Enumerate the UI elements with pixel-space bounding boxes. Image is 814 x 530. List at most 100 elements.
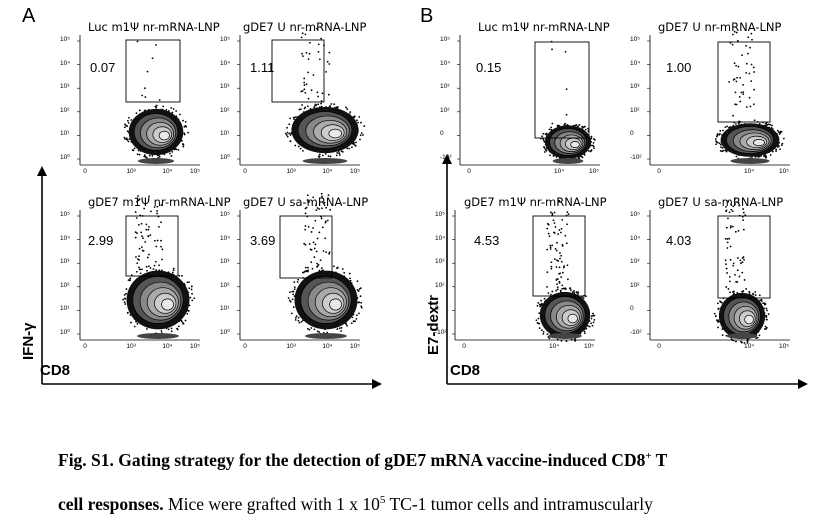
event-dot bbox=[353, 141, 355, 144]
event-dot bbox=[581, 156, 584, 159]
event-dot bbox=[758, 155, 760, 158]
event-dot bbox=[725, 150, 728, 153]
event-dot bbox=[731, 210, 734, 213]
event-dot bbox=[323, 201, 326, 204]
event-dot bbox=[314, 204, 317, 207]
x-tick-label: 10⁴ bbox=[162, 343, 173, 350]
plot-title-a4: gDE7 U sa-mRNA-LNP bbox=[243, 195, 369, 209]
event-dot bbox=[149, 234, 152, 237]
event-dot bbox=[135, 256, 137, 258]
event-dot bbox=[320, 37, 322, 40]
event-dot bbox=[156, 210, 158, 212]
event-dot bbox=[553, 258, 556, 261]
event-dot bbox=[289, 134, 292, 136]
event-dot bbox=[583, 125, 586, 128]
event-dot bbox=[327, 93, 330, 96]
y-tick-label: -10² bbox=[440, 154, 452, 161]
event-dot bbox=[557, 260, 560, 262]
event-dot bbox=[316, 27, 318, 30]
flow-plot-a4 bbox=[237, 192, 363, 341]
event-dot bbox=[297, 145, 300, 148]
event-dot bbox=[356, 280, 359, 283]
event-dot bbox=[547, 292, 550, 294]
event-dot bbox=[308, 41, 311, 44]
event-dot bbox=[743, 258, 745, 261]
event-dot bbox=[538, 312, 541, 315]
flow-plot-b2 bbox=[647, 30, 790, 166]
event-dot bbox=[188, 287, 191, 290]
event-dot bbox=[728, 237, 731, 240]
event-dot bbox=[184, 319, 187, 322]
event-dot bbox=[160, 239, 162, 242]
event-dot bbox=[742, 208, 745, 210]
event-dot bbox=[138, 268, 141, 271]
event-dot bbox=[148, 225, 150, 228]
event-dot bbox=[735, 155, 738, 158]
event-dot bbox=[559, 257, 561, 260]
event-dot bbox=[590, 317, 593, 320]
event-dot bbox=[733, 30, 736, 33]
event-dot bbox=[748, 96, 751, 99]
event-dot bbox=[778, 145, 780, 148]
event-dot bbox=[301, 90, 304, 92]
event-dot bbox=[165, 108, 168, 111]
event-dot bbox=[742, 228, 745, 231]
event-dot bbox=[313, 106, 315, 109]
event-dot bbox=[751, 38, 753, 41]
event-dot bbox=[543, 141, 546, 143]
event-dot bbox=[776, 129, 779, 132]
event-dot bbox=[304, 270, 306, 273]
event-dot bbox=[128, 138, 131, 141]
figure-caption-line2: cell responses. Mice were grafted with 1… bbox=[58, 494, 653, 515]
event-dot bbox=[305, 206, 308, 209]
event-dot bbox=[127, 140, 130, 143]
event-dot bbox=[320, 100, 323, 102]
event-dot bbox=[343, 271, 346, 274]
event-dot bbox=[161, 258, 163, 261]
y-tick-label: 10⁰ bbox=[220, 154, 230, 161]
event-dot bbox=[191, 299, 194, 302]
event-dot bbox=[742, 83, 745, 86]
event-dot bbox=[135, 270, 138, 273]
event-dot bbox=[308, 243, 311, 245]
event-dot bbox=[136, 262, 139, 265]
event-dot bbox=[318, 58, 321, 61]
event-dot bbox=[581, 296, 584, 298]
event-dot bbox=[170, 327, 173, 330]
event-dot bbox=[728, 280, 731, 283]
y-tick-label: 10² bbox=[220, 281, 230, 289]
event-dot bbox=[558, 280, 561, 283]
event-dot bbox=[716, 320, 719, 323]
event-dot bbox=[129, 277, 131, 280]
event-dot bbox=[775, 148, 778, 151]
event-dot bbox=[564, 234, 567, 237]
x-tick-label: 10³ bbox=[126, 343, 136, 350]
event-dot bbox=[574, 124, 577, 127]
event-dot bbox=[741, 271, 744, 274]
event-dot bbox=[592, 321, 595, 324]
event-dot bbox=[555, 249, 558, 252]
y-tick-label: 10⁰ bbox=[60, 329, 70, 336]
event-dot bbox=[124, 297, 127, 300]
flow-plot-b4 bbox=[647, 198, 790, 344]
event-dot bbox=[732, 78, 735, 81]
event-dot bbox=[153, 264, 156, 267]
event-dot bbox=[558, 229, 561, 231]
x-tick-label: 10⁵ bbox=[779, 168, 789, 175]
y-tick-label: 10⁰ bbox=[220, 329, 230, 336]
event-dot bbox=[341, 150, 344, 153]
event-dot bbox=[310, 231, 313, 233]
event-dot bbox=[335, 154, 338, 157]
event-dot bbox=[548, 337, 551, 340]
event-dot bbox=[149, 267, 152, 269]
event-dot bbox=[738, 204, 741, 207]
event-dot bbox=[175, 110, 178, 112]
event-dot bbox=[713, 312, 716, 315]
event-dot bbox=[590, 135, 593, 138]
event-dot bbox=[288, 299, 291, 302]
event-dot bbox=[178, 274, 181, 277]
event-dot bbox=[348, 147, 351, 150]
event-dot bbox=[753, 71, 755, 73]
event-dot bbox=[291, 290, 294, 293]
event-dot bbox=[557, 124, 560, 127]
